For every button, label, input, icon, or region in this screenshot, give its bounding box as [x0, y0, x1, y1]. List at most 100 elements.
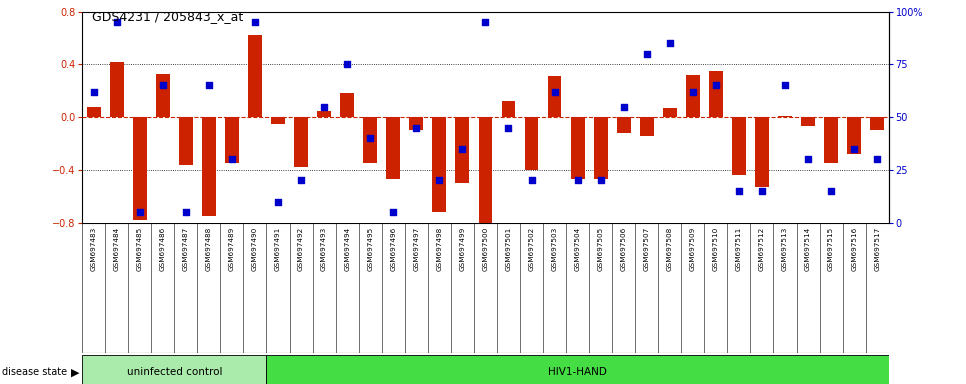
Bar [87, 107, 100, 117]
Bar [386, 117, 400, 179]
Bar [179, 117, 193, 165]
Bar [548, 76, 561, 117]
Text: GSM697516: GSM697516 [851, 227, 857, 271]
Text: GSM697487: GSM697487 [183, 227, 188, 271]
Point [409, 124, 424, 131]
Bar [571, 117, 584, 179]
Point [270, 199, 286, 205]
Bar [870, 117, 884, 130]
Bar [363, 117, 377, 163]
Text: GSM697490: GSM697490 [252, 227, 258, 271]
Text: GSM697488: GSM697488 [206, 227, 212, 271]
Point [294, 177, 309, 184]
Bar [410, 117, 423, 130]
Text: GSM697505: GSM697505 [598, 227, 604, 271]
Bar [824, 117, 838, 163]
Point [201, 83, 216, 89]
Bar [267, 355, 889, 384]
Bar [455, 117, 469, 183]
Point [662, 40, 677, 46]
Text: GSM697510: GSM697510 [713, 227, 719, 271]
Bar [525, 117, 538, 170]
Text: GSM697485: GSM697485 [137, 227, 143, 271]
Text: GSM697511: GSM697511 [736, 227, 742, 271]
Point [778, 83, 793, 89]
Point [570, 177, 585, 184]
Point [109, 19, 125, 25]
Text: GSM697507: GSM697507 [643, 227, 650, 271]
Text: GSM697483: GSM697483 [91, 227, 97, 271]
Text: GSM697495: GSM697495 [367, 227, 373, 271]
Text: GSM697504: GSM697504 [575, 227, 581, 271]
Point [731, 188, 747, 194]
Text: GSM697484: GSM697484 [114, 227, 120, 271]
Text: GSM697486: GSM697486 [159, 227, 166, 271]
Text: GSM697499: GSM697499 [460, 227, 466, 271]
Point [823, 188, 838, 194]
Point [339, 61, 355, 68]
Text: uninfected control: uninfected control [127, 367, 222, 377]
Bar [202, 117, 215, 216]
Point [616, 104, 632, 110]
Text: GSM697502: GSM697502 [528, 227, 534, 271]
Point [593, 177, 609, 184]
Bar [478, 117, 493, 223]
Point [524, 177, 539, 184]
Bar [248, 35, 262, 117]
Bar [501, 101, 516, 117]
Text: GSM697498: GSM697498 [437, 227, 442, 271]
Bar [686, 75, 699, 117]
Bar [132, 117, 147, 220]
Bar [778, 116, 792, 117]
Bar [755, 117, 769, 187]
Point [132, 209, 148, 215]
Point [156, 83, 171, 89]
Bar [616, 117, 631, 133]
Point [432, 177, 447, 184]
Bar [847, 117, 861, 154]
Bar [801, 117, 815, 126]
Bar [663, 108, 677, 117]
Text: GSM697515: GSM697515 [828, 227, 834, 271]
Text: HIV1-HAND: HIV1-HAND [548, 367, 607, 377]
Text: GSM697506: GSM697506 [621, 227, 627, 271]
Bar [732, 117, 746, 175]
Text: GSM697493: GSM697493 [321, 227, 327, 271]
Text: GSM697500: GSM697500 [482, 227, 489, 271]
Point [316, 104, 332, 110]
Point [754, 188, 770, 194]
Point [639, 51, 655, 57]
Bar [156, 74, 170, 117]
Point [500, 124, 516, 131]
Bar [225, 117, 239, 163]
Point [708, 83, 724, 89]
Text: GSM697489: GSM697489 [229, 227, 235, 271]
Bar [317, 111, 331, 117]
Text: GSM697501: GSM697501 [505, 227, 511, 271]
Point [800, 156, 815, 162]
Text: GSM697497: GSM697497 [413, 227, 419, 271]
Text: GSM697513: GSM697513 [782, 227, 788, 271]
Point [455, 146, 470, 152]
Text: ▶: ▶ [71, 367, 79, 377]
Point [362, 135, 378, 141]
Point [224, 156, 240, 162]
Bar [639, 117, 654, 136]
Bar [594, 117, 608, 179]
Bar [110, 62, 124, 117]
Text: GSM697492: GSM697492 [298, 227, 304, 271]
Text: GSM697491: GSM697491 [275, 227, 281, 271]
Text: GSM697509: GSM697509 [690, 227, 696, 271]
Point [869, 156, 885, 162]
Text: GDS4231 / 205843_x_at: GDS4231 / 205843_x_at [92, 10, 243, 23]
Text: GSM697503: GSM697503 [552, 227, 557, 271]
Text: GSM697496: GSM697496 [390, 227, 396, 271]
Text: GSM697494: GSM697494 [344, 227, 350, 271]
Bar [340, 93, 355, 117]
Bar [709, 71, 723, 117]
Text: GSM697512: GSM697512 [759, 227, 765, 271]
Text: GSM697514: GSM697514 [805, 227, 811, 271]
Point [477, 19, 493, 25]
Point [247, 19, 263, 25]
Text: GSM697517: GSM697517 [874, 227, 880, 271]
